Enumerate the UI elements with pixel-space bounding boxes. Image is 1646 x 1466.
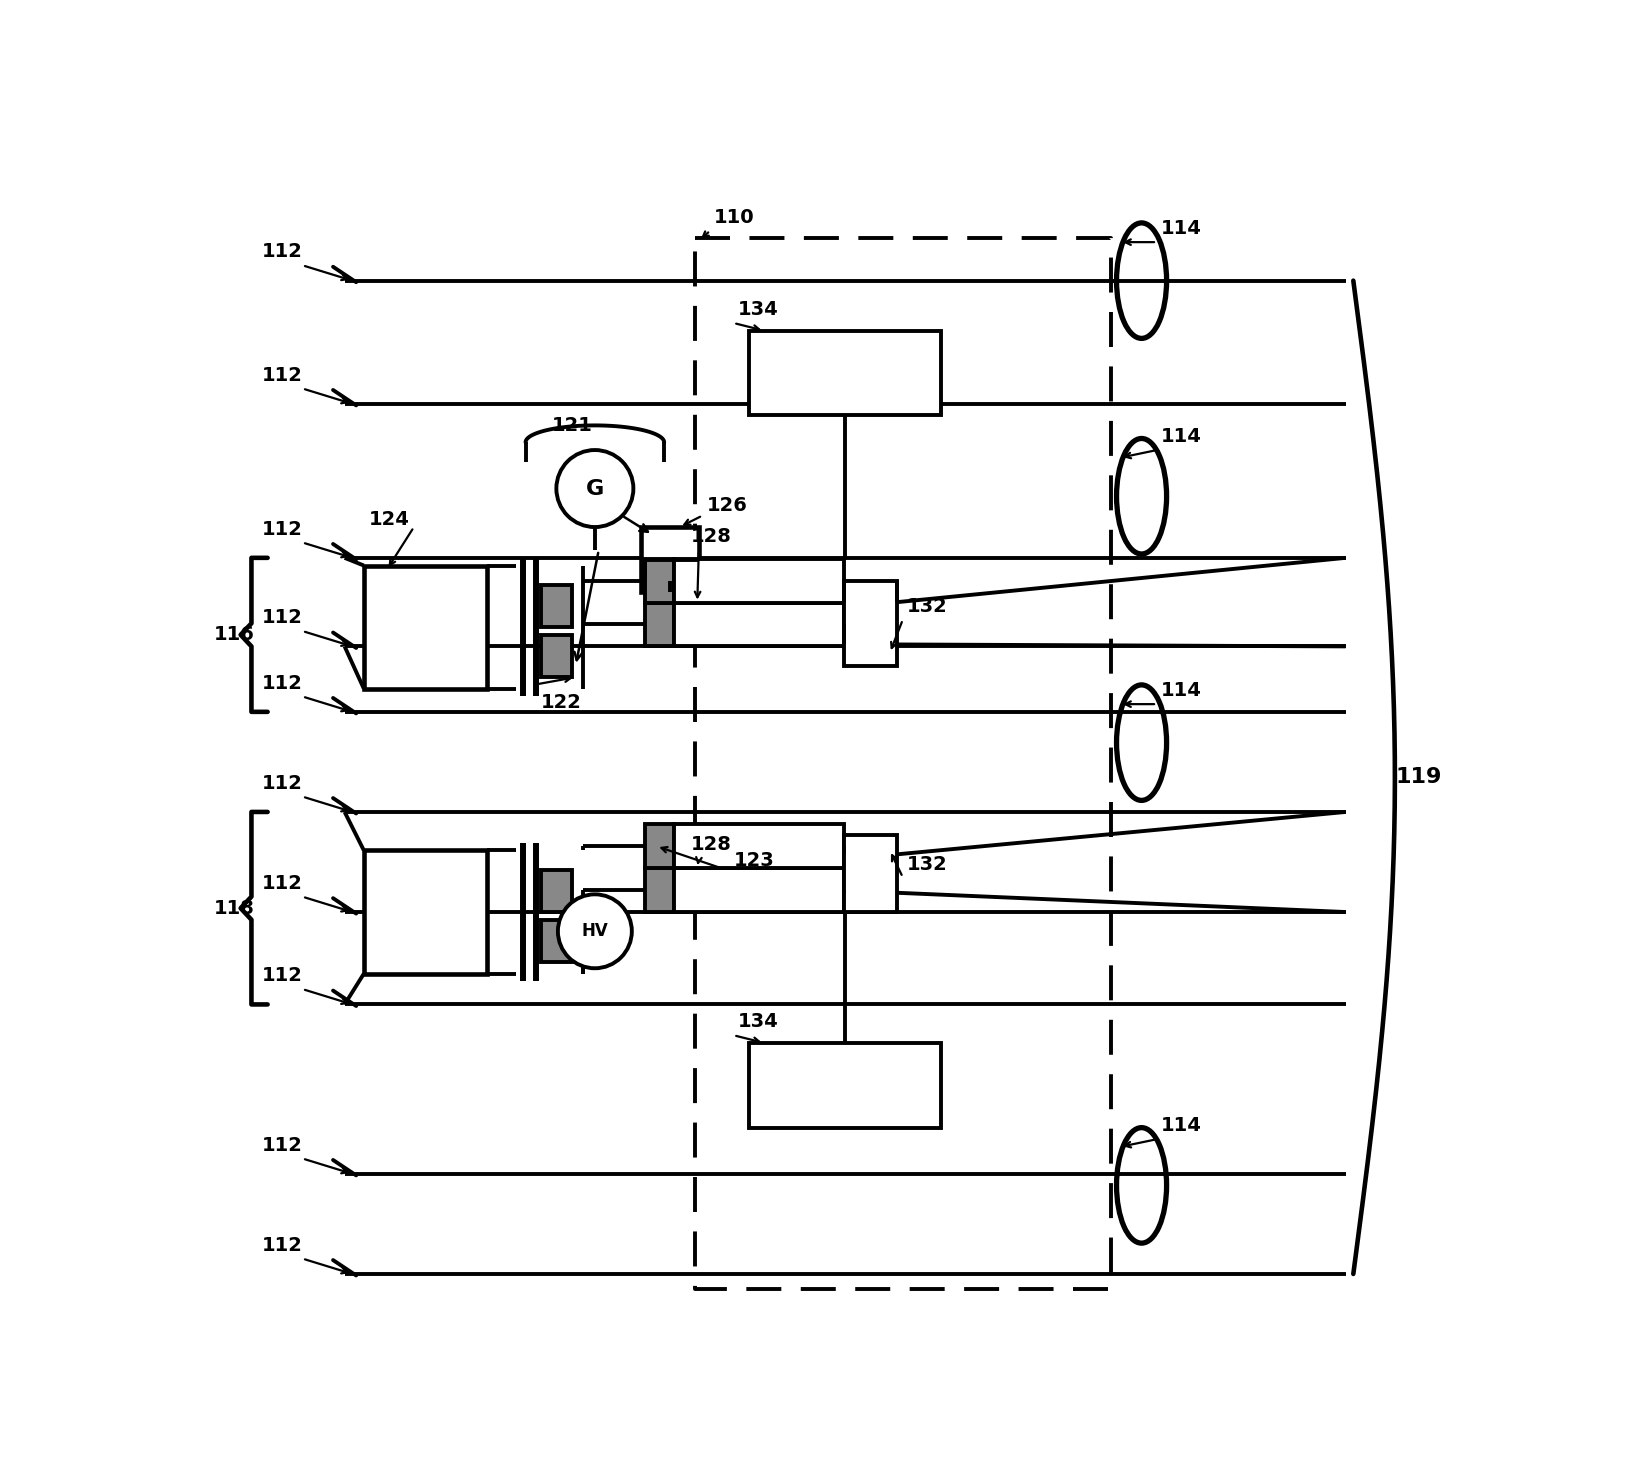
Text: 128: 128 (691, 836, 732, 855)
Bar (675, 559, 843, 603)
Bar (843, 581, 897, 666)
Text: 112: 112 (262, 1236, 303, 1255)
Text: 118: 118 (214, 899, 255, 918)
Text: HV: HV (581, 922, 609, 940)
Text: 126: 126 (706, 497, 747, 516)
Bar (542, 869, 571, 912)
Text: 128: 128 (691, 528, 732, 547)
Text: 112: 112 (262, 608, 303, 627)
Bar (675, 868, 843, 912)
Text: G: G (586, 478, 604, 498)
Bar (645, 603, 675, 647)
Text: 112: 112 (262, 365, 303, 384)
Bar (645, 559, 675, 603)
Text: 119: 119 (1396, 767, 1442, 787)
Text: 112: 112 (262, 242, 303, 261)
Text: 124: 124 (369, 510, 410, 529)
Circle shape (556, 450, 634, 528)
Bar (749, 1042, 942, 1127)
Text: 116: 116 (214, 626, 255, 645)
Text: 114: 114 (1160, 427, 1202, 446)
Bar (640, 528, 700, 592)
Text: 114: 114 (1160, 1116, 1202, 1135)
Text: 110: 110 (714, 208, 756, 227)
Bar (675, 603, 843, 647)
Text: 112: 112 (262, 673, 303, 692)
Bar (749, 331, 942, 415)
Text: 112: 112 (262, 966, 303, 985)
Text: 112: 112 (262, 1136, 303, 1155)
Text: 122: 122 (542, 692, 581, 711)
Bar (364, 850, 487, 973)
Bar (542, 919, 571, 962)
Text: 112: 112 (262, 874, 303, 893)
Text: 114: 114 (1160, 220, 1202, 239)
Text: 132: 132 (907, 855, 948, 874)
Text: 134: 134 (737, 1013, 779, 1032)
Circle shape (558, 894, 632, 968)
Bar (542, 635, 571, 677)
Bar (645, 868, 675, 912)
Text: 132: 132 (907, 597, 948, 616)
Text: 134: 134 (737, 301, 779, 320)
Text: 112: 112 (262, 519, 303, 538)
Text: 112: 112 (262, 774, 303, 793)
Bar (645, 824, 675, 868)
Bar (542, 585, 571, 627)
Bar (675, 824, 843, 868)
Text: 121: 121 (551, 416, 593, 434)
Text: 123: 123 (734, 850, 774, 869)
Bar (843, 836, 897, 912)
Text: 114: 114 (1160, 682, 1202, 701)
Bar (364, 566, 487, 689)
